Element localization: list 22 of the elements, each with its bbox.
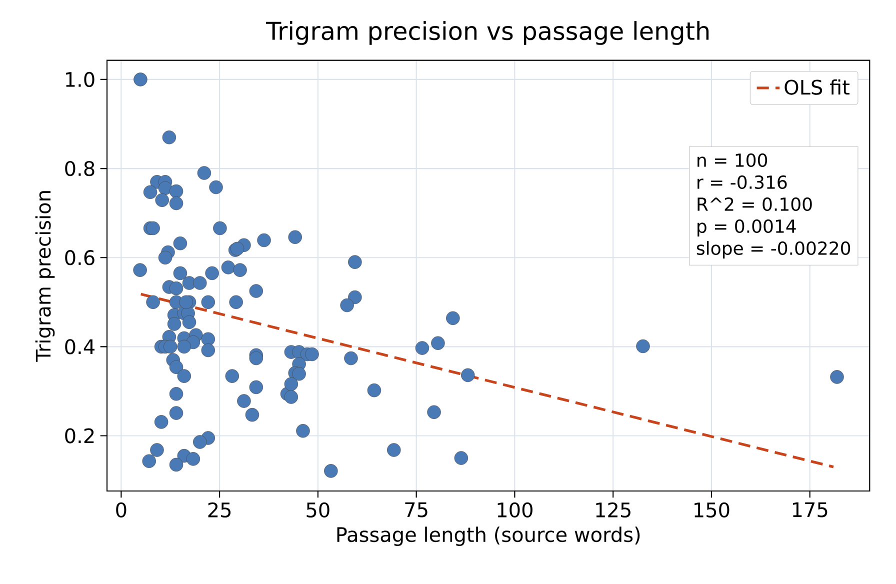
x-tick-label: 50	[306, 502, 330, 518]
y-tick-label: 0.2	[65, 428, 94, 444]
y-tick-label: 1.0	[66, 72, 94, 88]
annotation: r = -0.316	[698, 175, 787, 189]
x-tick-label: 75	[405, 502, 428, 518]
annotation: n = 100	[698, 153, 768, 167]
x-tick-label: 150	[694, 502, 730, 518]
y-tick-label: 0.8	[65, 160, 94, 176]
x-tick-label: 25	[208, 502, 231, 518]
annotation: R^2 = 0.100	[698, 197, 812, 211]
annotation: p = 0.0014	[698, 219, 796, 236]
x-axis-title: Passage length (source words)	[337, 526, 640, 546]
x-tick-label: 100	[498, 502, 532, 518]
chart-title: Trigram precision vs passage length	[266, 21, 709, 45]
y-axis-title: Trigram precision	[35, 191, 55, 362]
y-tick-label: 0.6	[65, 250, 94, 266]
annotation: slope = -0.00220	[696, 241, 850, 258]
y-tick-label: 0.4	[65, 339, 95, 354]
x-tick-label: 125	[596, 502, 630, 518]
x-tick-label: 0	[116, 502, 126, 518]
x-tick-label: 175	[792, 502, 828, 518]
legend-label: OLS fit	[784, 79, 850, 95]
